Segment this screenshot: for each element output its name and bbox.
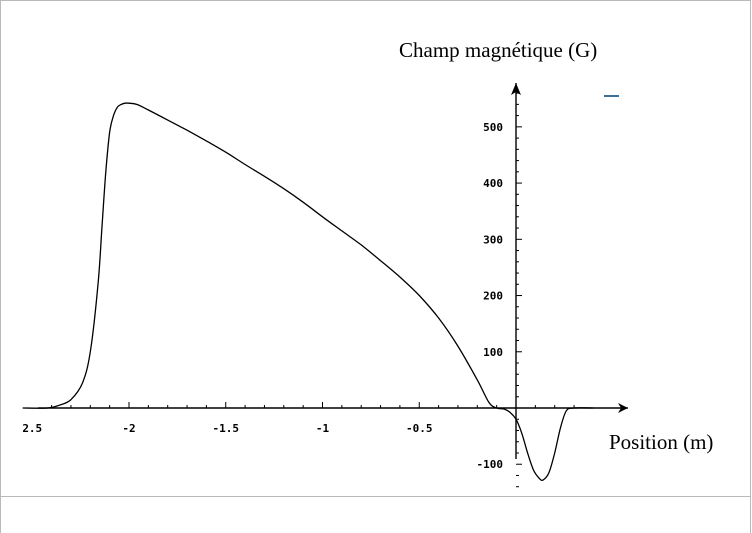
y-tick-label: -100 xyxy=(477,458,504,471)
y-axis-arrow xyxy=(511,83,521,95)
frame-bottom-border xyxy=(0,496,751,497)
series-line-0 xyxy=(22,102,594,481)
y-axis-title: Champ magnétique (G) xyxy=(399,38,597,62)
ticks: 2.5 -2 -1.5 -1 -0.5 -100 100 200 300 400 500 xyxy=(22,92,575,488)
legend-swatch xyxy=(604,95,619,97)
x-tick-label: 2.5 xyxy=(22,422,42,435)
series-layer xyxy=(22,102,594,481)
x-tick-label: -1 xyxy=(316,422,330,435)
y-tick-label: 400 xyxy=(483,177,503,190)
y-tick-label: 200 xyxy=(483,290,503,303)
y-tick-label: 300 xyxy=(483,233,503,246)
x-tick-label: -0.5 xyxy=(406,422,433,435)
y-tick-label: 100 xyxy=(483,346,503,359)
y-tick-label: 500 xyxy=(483,121,503,134)
x-axis-arrow xyxy=(618,403,628,413)
axes xyxy=(38,83,628,459)
x-tick-label: -2 xyxy=(122,422,135,435)
x-tick-label: -1.5 xyxy=(213,422,240,435)
x-axis-title: Position (m) xyxy=(609,430,713,454)
